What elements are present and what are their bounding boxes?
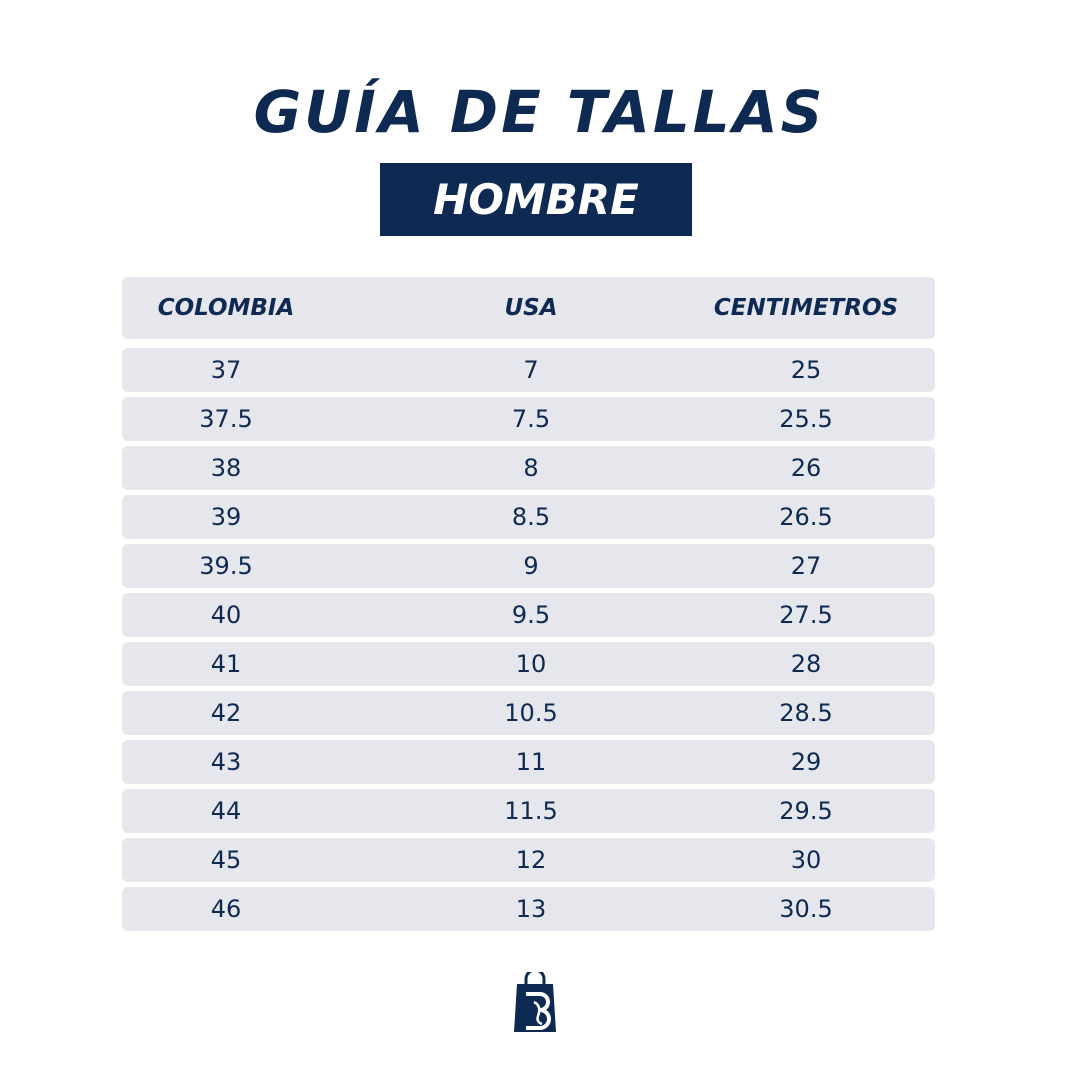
table-cell: 7 xyxy=(523,356,539,384)
table-cell: 26.5 xyxy=(779,503,833,531)
table-row: 39 8.5 26.5 xyxy=(122,495,935,539)
table-cell: 10.5 xyxy=(504,699,558,727)
column-header: CENTIMETROS xyxy=(713,295,899,321)
table-cell: 9.5 xyxy=(511,601,551,629)
table-row: 38 8 26 xyxy=(122,446,935,490)
table-cell: 8 xyxy=(523,454,539,482)
table-cell: 37 xyxy=(210,356,242,384)
table-row: 45 12 30 xyxy=(122,838,935,882)
table-cell: 45 xyxy=(210,846,242,874)
table-cell: 41 xyxy=(210,650,242,678)
table-row: 37.5 7.5 25.5 xyxy=(122,397,935,441)
table-cell: 10 xyxy=(515,650,547,678)
table-cell: 11.5 xyxy=(504,797,558,825)
table-cell: 26 xyxy=(790,454,822,482)
table-cell: 27.5 xyxy=(779,601,833,629)
size-table: COLOMBIA USA CENTIMETROS 37 7 25 37.5 7.5 25.5 38… xyxy=(122,277,935,936)
logo xyxy=(514,972,556,1032)
table-cell: 42 xyxy=(210,699,242,727)
table-cell: 11 xyxy=(515,748,547,776)
title: GUÍA DE TALLAS xyxy=(253,78,826,146)
table-cell: 43 xyxy=(210,748,242,776)
table-cell: 38 xyxy=(210,454,242,482)
table-cell: 28 xyxy=(790,650,822,678)
header-row: COLOMBIA USA CENTIMETROS xyxy=(122,277,935,339)
table-cell: 44 xyxy=(210,797,242,825)
table-cell: 12 xyxy=(515,846,547,874)
table-cell: 39 xyxy=(210,503,242,531)
table-cell: 9 xyxy=(523,552,539,580)
table-cell: 30.5 xyxy=(779,895,833,923)
table-row: 39.5 9 27 xyxy=(122,544,935,588)
table-row: 42 10.5 28.5 xyxy=(122,691,935,735)
table-cell: 30 xyxy=(790,846,822,874)
table-cell: 7.5 xyxy=(511,405,551,433)
table-cell: 28.5 xyxy=(779,699,833,727)
table-cell: 46 xyxy=(210,895,242,923)
column-header: USA xyxy=(504,295,558,321)
table-cell: 37.5 xyxy=(199,405,253,433)
table-row: 37 7 25 xyxy=(122,348,935,392)
table-cell: 25.5 xyxy=(779,405,833,433)
column-header: COLOMBIA xyxy=(157,295,295,321)
table-row: 46 13 30.5 xyxy=(122,887,935,931)
table-row: 41 10 28 xyxy=(122,642,935,686)
table-cell: 27 xyxy=(790,552,822,580)
table-row: 40 9.5 27.5 xyxy=(122,593,935,637)
subtitle-banner: HOMBRE xyxy=(380,163,692,236)
table-row: 44 11.5 29.5 xyxy=(122,789,935,833)
table-cell: 8.5 xyxy=(511,503,551,531)
table-cell: 29.5 xyxy=(779,797,833,825)
table-row: 43 11 29 xyxy=(122,740,935,784)
table-cell: 29 xyxy=(790,748,822,776)
table-cell: 25 xyxy=(790,356,822,384)
table-cell: 13 xyxy=(515,895,547,923)
table-cell: 39.5 xyxy=(199,552,253,580)
table-cell: 40 xyxy=(210,601,242,629)
subtitle: HOMBRE xyxy=(433,175,639,224)
